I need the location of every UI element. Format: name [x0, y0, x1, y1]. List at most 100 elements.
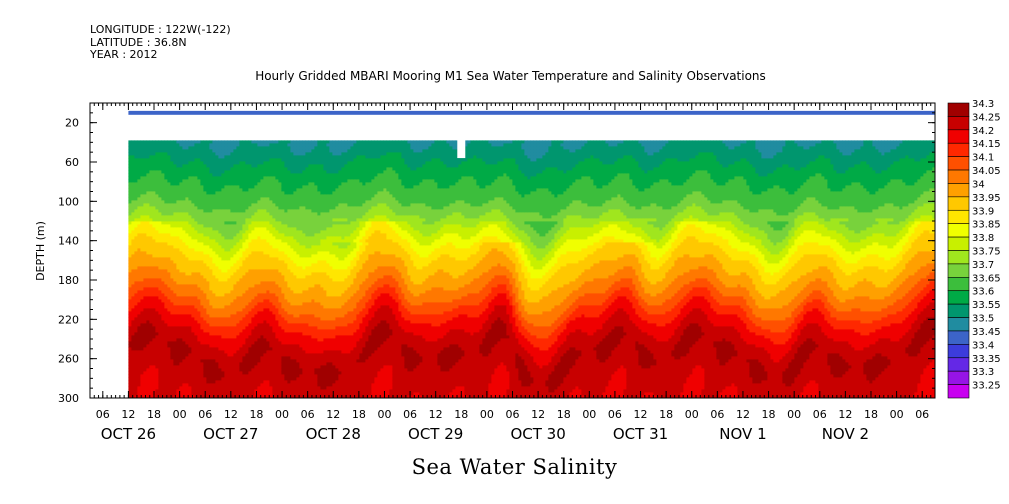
- salinity-cell: [146, 326, 150, 330]
- salinity-cell: [164, 182, 168, 186]
- salinity-cell: [296, 164, 300, 168]
- salinity-cell: [146, 389, 150, 393]
- salinity-cell: [230, 344, 234, 348]
- salinity-cell: [143, 161, 147, 165]
- salinity-cell: [182, 329, 186, 333]
- salinity-cell: [233, 233, 237, 237]
- salinity-cell: [275, 152, 279, 156]
- salinity-cell: [299, 173, 303, 177]
- salinity-cell: [251, 323, 255, 327]
- salinity-cell: [299, 296, 303, 300]
- salinity-cell: [296, 317, 300, 321]
- salinity-cell: [203, 167, 207, 171]
- salinity-cell: [134, 257, 138, 261]
- salinity-cell: [176, 284, 180, 288]
- salinity-cell: [140, 332, 144, 336]
- salinity-cell: [188, 329, 192, 333]
- salinity-cell: [224, 155, 228, 159]
- salinity-cell: [140, 230, 144, 234]
- salinity-cell: [182, 335, 186, 339]
- salinity-cell: [266, 347, 270, 351]
- salinity-cell: [155, 284, 159, 288]
- salinity-cell: [143, 323, 147, 327]
- salinity-cell: [164, 164, 168, 168]
- salinity-cell: [182, 341, 186, 345]
- salinity-cell: [161, 293, 165, 297]
- salinity-cell: [281, 248, 285, 252]
- salinity-cell: [194, 299, 198, 303]
- salinity-cell: [152, 143, 156, 147]
- salinity-cell: [236, 383, 240, 387]
- salinity-cell: [278, 257, 282, 261]
- salinity-cell: [206, 164, 210, 168]
- salinity-cell: [131, 266, 135, 270]
- salinity-cell: [197, 302, 201, 306]
- salinity-cell: [278, 374, 282, 378]
- salinity-cell: [200, 377, 204, 381]
- salinity-cell: [233, 197, 237, 201]
- salinity-cell: [188, 266, 192, 270]
- salinity-cell: [233, 362, 237, 366]
- salinity-cell: [230, 329, 234, 333]
- salinity-cell: [272, 188, 276, 192]
- salinity-cell: [278, 281, 282, 285]
- salinity-cell: [248, 194, 252, 198]
- salinity-cell: [224, 152, 228, 156]
- salinity-cell: [230, 248, 234, 252]
- salinity-cell: [200, 269, 204, 273]
- salinity-cell: [140, 269, 144, 273]
- salinity-cell: [263, 185, 267, 189]
- salinity-cell: [293, 185, 297, 189]
- salinity-cell: [146, 284, 150, 288]
- salinity-cell: [191, 257, 195, 261]
- salinity-cell: [239, 344, 243, 348]
- salinity-cell: [299, 146, 303, 150]
- salinity-cell: [164, 257, 168, 261]
- salinity-cell: [170, 392, 174, 396]
- salinity-cell: [218, 245, 222, 249]
- salinity-cell: [206, 341, 210, 345]
- salinity-cell: [164, 275, 168, 279]
- salinity-cell: [176, 383, 180, 387]
- salinity-cell: [191, 224, 195, 228]
- salinity-cell: [158, 329, 162, 333]
- salinity-cell: [266, 296, 270, 300]
- salinity-cell: [251, 266, 255, 270]
- salinity-cell: [200, 251, 204, 255]
- salinity-cell: [134, 236, 138, 240]
- salinity-cell: [179, 395, 183, 398]
- salinity-cell: [233, 317, 237, 321]
- salinity-cell: [221, 311, 225, 315]
- salinity-cell: [209, 353, 213, 357]
- salinity-cell: [245, 368, 249, 372]
- salinity-cell: [173, 152, 177, 156]
- salinity-cell: [281, 338, 285, 342]
- salinity-cell: [176, 239, 180, 243]
- salinity-cell: [194, 245, 198, 249]
- salinity-cell: [140, 353, 144, 357]
- salinity-cell: [293, 143, 297, 147]
- salinity-cell: [239, 338, 243, 342]
- salinity-cell: [248, 281, 252, 285]
- salinity-cell: [179, 386, 183, 390]
- salinity-cell: [239, 392, 243, 396]
- salinity-cell: [299, 254, 303, 258]
- salinity-cell: [173, 359, 177, 363]
- salinity-cell: [239, 374, 243, 378]
- salinity-cell: [257, 212, 261, 216]
- salinity-cell: [182, 344, 186, 348]
- salinity-cell: [170, 146, 174, 150]
- salinity-cell: [161, 209, 165, 213]
- salinity-cell: [185, 158, 189, 162]
- salinity-cell: [209, 374, 213, 378]
- salinity-cell: [194, 311, 198, 315]
- salinity-cell: [221, 245, 225, 249]
- salinity-cell: [188, 350, 192, 354]
- salinity-cell: [272, 182, 276, 186]
- salinity-cell: [278, 254, 282, 258]
- salinity-cell: [230, 182, 234, 186]
- salinity-cell: [185, 371, 189, 375]
- salinity-cell: [269, 230, 273, 234]
- salinity-cell: [299, 143, 303, 147]
- salinity-cell: [164, 212, 168, 216]
